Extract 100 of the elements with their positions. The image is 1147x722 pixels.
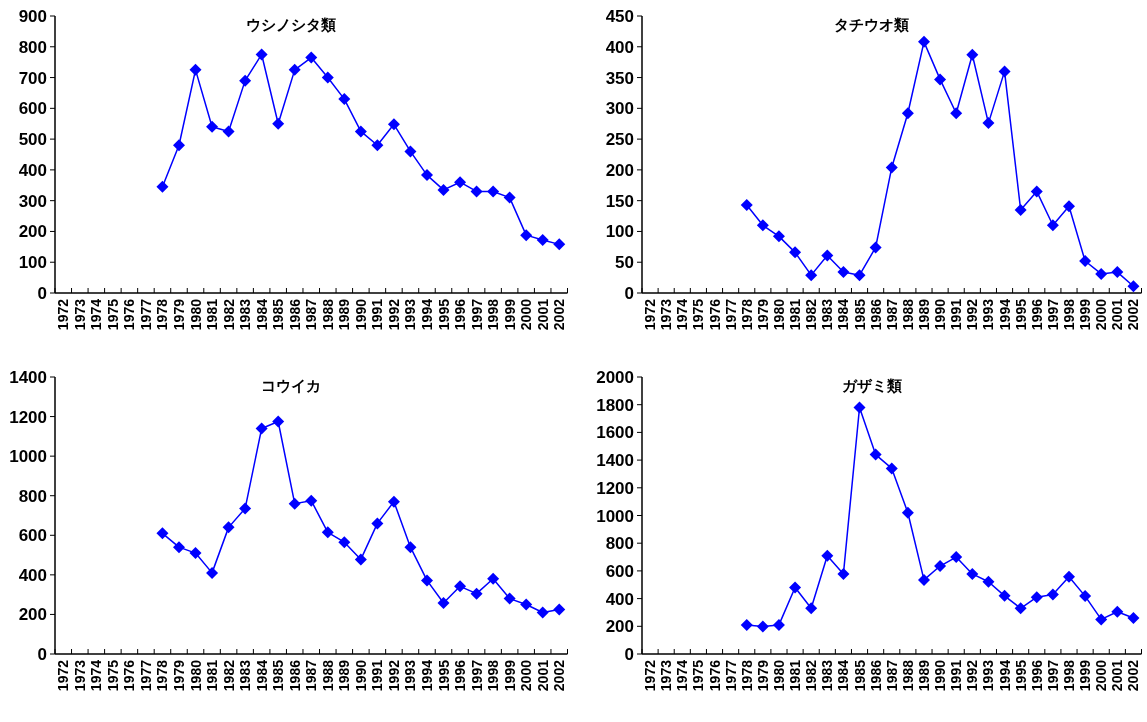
y-tick-label: 400 [605,589,634,609]
y-tick-label: 500 [18,130,47,150]
x-tick-label: 1997 [1044,659,1061,692]
point [371,139,384,152]
chart-title: ウシノシタ類 [246,16,337,33]
y-tick-label: 400 [605,37,634,57]
y-tick-label: 2000 [595,368,634,387]
y-tick-label: 400 [18,160,47,180]
point [437,183,450,196]
x-tick-label: 1995 [435,298,452,331]
point [1046,219,1059,232]
chart-title: タチウオ類 [833,16,909,33]
point [288,497,301,510]
x-tick-label: 1980 [187,298,204,331]
x-tick-label: 1995 [1012,659,1029,692]
x-tick-label: 1983 [818,298,835,331]
x-tick-label: 1977 [722,659,739,692]
x-tick-label: 1977 [137,298,154,331]
x-tick-label: 1989 [336,298,353,331]
x-tick-label: 1990 [352,298,369,331]
point [288,63,301,76]
point [1110,605,1123,618]
point [437,596,450,609]
x-tick-label: 1996 [1028,659,1045,692]
point [338,536,351,549]
x-tick-label: 1984 [253,659,270,692]
x-tick-label: 1985 [851,298,868,331]
x-tick-label: 1978 [154,659,171,692]
x-tick-label: 1981 [204,298,221,331]
y-tick-label: 300 [18,191,47,211]
point [470,587,483,600]
x-tick-label: 1988 [319,298,336,331]
x-tick-label: 1978 [738,298,755,331]
x-tick-label: 1972 [55,659,72,692]
x-tick-label: 1979 [170,298,187,331]
point [1094,267,1107,280]
chart-title: コウイカ [261,377,322,394]
point [1078,590,1091,603]
x-tick-label: 1974 [673,298,690,331]
point [804,602,817,615]
y-tick-label: 600 [18,526,47,546]
point [917,35,930,48]
y-tick-label: 600 [18,99,47,119]
y-tick-label: 1200 [9,407,47,427]
point [420,574,433,587]
x-tick-label: 1973 [657,659,674,692]
y-tick-label: 1000 [9,447,47,467]
point [1094,613,1107,626]
point [885,462,898,475]
y-tick-label: 800 [18,486,47,506]
y-tick-label: 350 [605,68,634,88]
point [272,117,285,130]
point [420,169,433,182]
x-tick-label: 1997 [468,659,485,692]
x-tick-label: 1983 [237,298,254,331]
x-tick-label: 2001 [1108,298,1125,331]
point [172,541,185,554]
x-tick-label: 2000 [1092,659,1109,692]
x-tick-label: 1972 [55,298,72,331]
point [772,618,785,631]
point [1046,588,1059,601]
point [553,603,566,616]
y-tick-label: 0 [624,645,634,664]
x-tick-label: 1990 [352,659,369,692]
x-tick-label: 1996 [452,298,469,331]
point [836,567,849,580]
x-tick-label: 1985 [270,298,287,331]
point [1030,185,1043,198]
x-tick-label: 1991 [369,659,386,692]
x-tick-label: 1999 [1076,298,1093,331]
point [998,65,1011,78]
point [740,618,753,631]
x-tick-label: 1989 [915,659,932,692]
point [503,592,516,605]
point [206,120,219,133]
x-tick-label: 2002 [551,659,568,692]
x-tick-label: 1980 [770,298,787,331]
x-tick-label: 1972 [641,298,658,331]
x-tick-label: 2000 [1092,298,1109,331]
x-tick-label: 1994 [996,298,1013,331]
x-tick-label: 1998 [485,298,502,331]
x-tick-label: 1978 [154,298,171,331]
point [454,176,467,189]
x-tick-label: 1976 [706,298,723,331]
x-tick-label: 1981 [786,659,803,692]
x-tick-label: 1993 [979,298,996,331]
point [172,139,185,152]
x-tick-label: 1989 [915,298,932,331]
y-tick-label: 1200 [595,478,634,498]
x-tick-label: 1985 [851,659,868,692]
point [305,51,318,64]
x-tick-label: 1982 [220,298,237,331]
x-tick-label: 1992 [963,659,980,692]
y-tick-label: 800 [605,534,634,554]
x-tick-label: 2002 [1124,659,1141,692]
point [536,234,549,247]
point [189,547,202,560]
point [885,161,898,174]
point [354,553,367,566]
x-tick-label: 2002 [1124,298,1141,331]
